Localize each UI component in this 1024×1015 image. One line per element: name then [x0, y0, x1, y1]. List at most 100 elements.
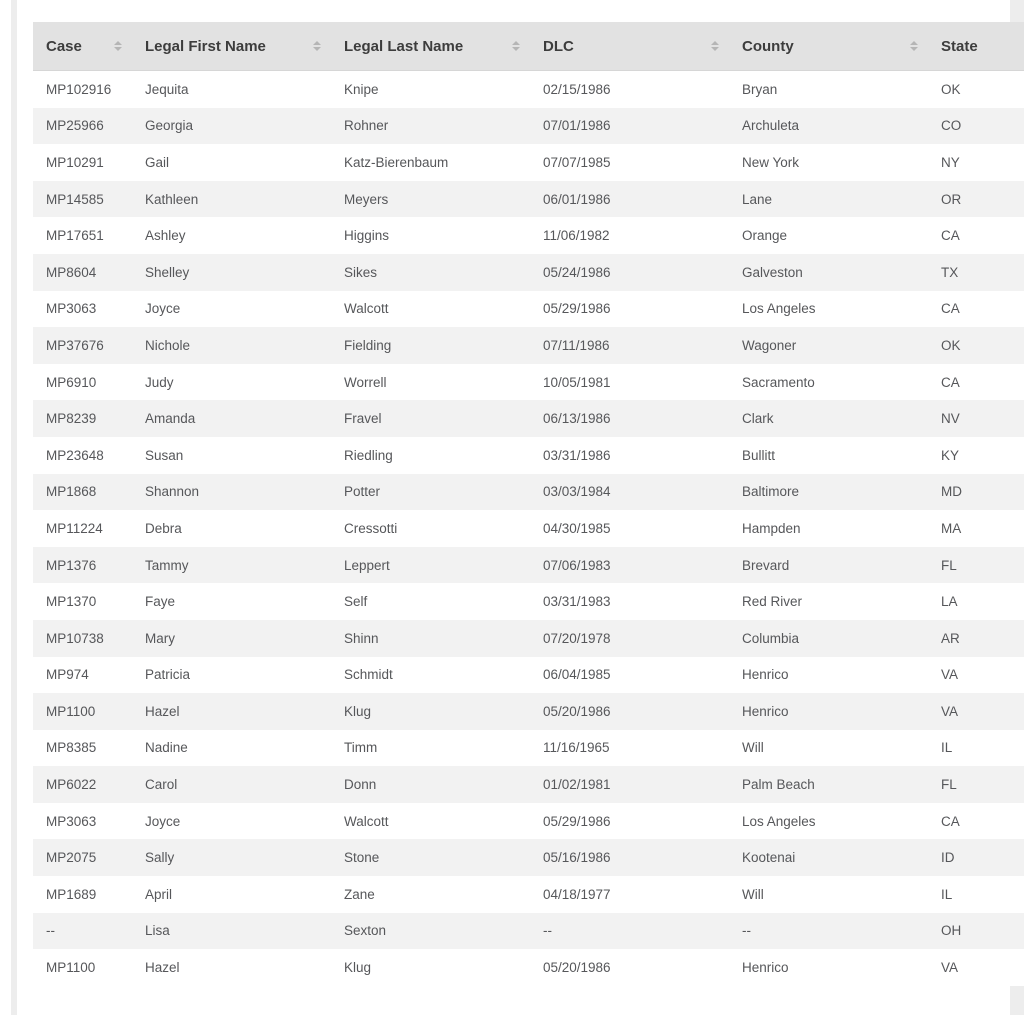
- cell-last: Stone: [331, 839, 530, 877]
- cell-last: Rohner: [331, 107, 530, 145]
- cell-last: Walcott: [331, 290, 530, 328]
- table-row[interactable]: MP23648 Susan Riedling 03/31/1986 Bullitt KY: [33, 436, 1024, 474]
- cell-state: CA: [928, 290, 1024, 328]
- cell-first: Hazel: [132, 949, 331, 986]
- cell-dlc: 02/15/1986: [530, 70, 729, 108]
- cell-last: Klug: [331, 693, 530, 730]
- cell-case: MP3063: [33, 802, 132, 840]
- cell-first: Ashley: [132, 217, 331, 254]
- table-row[interactable]: MP6910 Judy Worrell 10/05/1981 Sacramento CA: [33, 363, 1024, 401]
- table-row[interactable]: MP1100 Hazel Klug 05/20/1986 Henrico VA: [33, 693, 1024, 730]
- column-header-case[interactable]: Case: [33, 22, 132, 71]
- cell-dlc: 07/06/1983: [530, 546, 729, 584]
- cell-case: MP1100: [33, 693, 132, 730]
- table-row[interactable]: MP25966 Georgia Rohner 07/01/1986 Archuleta C…: [33, 107, 1024, 145]
- cell-state: IL: [928, 876, 1024, 913]
- cell-first: Faye: [132, 583, 331, 620]
- cell-first: Mary: [132, 619, 331, 657]
- column-label: DLC: [543, 37, 574, 55]
- table-header: Case Legal First Name Legal Last Name DLC Co…: [33, 22, 1024, 71]
- column-header-dlc[interactable]: DLC: [530, 22, 729, 71]
- cell-last: Leppert: [331, 546, 530, 584]
- cell-first: Shannon: [132, 473, 331, 511]
- cell-county: Archuleta: [729, 107, 928, 145]
- cell-last: Self: [331, 583, 530, 620]
- table-row[interactable]: MP1689 April Zane 04/18/1977 Will IL: [33, 876, 1024, 913]
- column-label: Case: [46, 37, 82, 55]
- table-row[interactable]: MP14585 Kathleen Meyers 06/01/1986 Lane OR: [33, 180, 1024, 218]
- cell-county: Wagoner: [729, 327, 928, 364]
- table-row[interactable]: MP3063 Joyce Walcott 05/29/1986 Los Angeles C…: [33, 802, 1024, 840]
- table-row[interactable]: MP2075 Sally Stone 05/16/1986 Kootenai ID: [33, 839, 1024, 877]
- table-row[interactable]: -- Lisa Sexton -- -- OH: [33, 912, 1024, 950]
- table-row[interactable]: MP10738 Mary Shinn 07/20/1978 Columbia AR: [33, 619, 1024, 657]
- cell-dlc: 05/29/1986: [530, 290, 729, 328]
- cell-case: MP23648: [33, 436, 132, 474]
- cell-dlc: 03/31/1986: [530, 436, 729, 474]
- cell-dlc: 05/29/1986: [530, 802, 729, 840]
- cell-dlc: 05/16/1986: [530, 839, 729, 877]
- cell-county: Clark: [729, 400, 928, 437]
- table-row[interactable]: MP3063 Joyce Walcott 05/29/1986 Los Angeles C…: [33, 290, 1024, 328]
- cell-state: MD: [928, 473, 1024, 511]
- cell-case: MP3063: [33, 290, 132, 328]
- column-header-first[interactable]: Legal First Name: [132, 22, 331, 71]
- table-row[interactable]: MP10291 Gail Katz-Bierenbaum 07/07/1985 New …: [33, 144, 1024, 181]
- cases-table: Case Legal First Name Legal Last Name DLC Co…: [33, 22, 1024, 986]
- table-row[interactable]: MP1868 Shannon Potter 03/03/1984 Baltimore MD: [33, 473, 1024, 511]
- cell-last: Knipe: [331, 70, 530, 108]
- table-row[interactable]: MP6022 Carol Donn 01/02/1981 Palm Beach FL: [33, 766, 1024, 803]
- column-label: County: [742, 37, 794, 55]
- cell-last: Meyers: [331, 180, 530, 218]
- cell-dlc: 01/02/1981: [530, 766, 729, 803]
- table-row[interactable]: MP1100 Hazel Klug 05/20/1986 Henrico VA: [33, 949, 1024, 986]
- table-row[interactable]: MP8239 Amanda Fravel 06/13/1986 Clark NV: [33, 400, 1024, 437]
- cell-case: MP37676: [33, 327, 132, 364]
- cell-county: Sacramento: [729, 363, 928, 401]
- cell-first: April: [132, 876, 331, 913]
- column-label: State: [941, 37, 978, 55]
- cell-dlc: 11/06/1982: [530, 217, 729, 254]
- cell-first: Amanda: [132, 400, 331, 437]
- cell-county: Henrico: [729, 656, 928, 694]
- cell-case: MP8385: [33, 729, 132, 767]
- table-row[interactable]: MP102916 Jequita Knipe 02/15/1986 Bryan OK: [33, 70, 1024, 108]
- table-row[interactable]: MP8604 Shelley Sikes 05/24/1986 Galveston TX: [33, 253, 1024, 291]
- cell-first: Sally: [132, 839, 331, 877]
- table-row[interactable]: MP17651 Ashley Higgins 11/06/1982 Orange CA: [33, 217, 1024, 254]
- cell-dlc: 04/30/1985: [530, 510, 729, 547]
- cell-case: MP6910: [33, 363, 132, 401]
- table-row[interactable]: MP1370 Faye Self 03/31/1983 Red River LA: [33, 583, 1024, 620]
- cell-last: Shinn: [331, 619, 530, 657]
- cell-case: MP2075: [33, 839, 132, 877]
- column-header-county[interactable]: County: [729, 22, 928, 71]
- cell-county: Galveston: [729, 253, 928, 291]
- cell-dlc: --: [530, 912, 729, 950]
- cell-state: OK: [928, 327, 1024, 364]
- cell-state: CO: [928, 107, 1024, 145]
- column-header-state[interactable]: State: [928, 22, 1024, 71]
- cell-case: MP1370: [33, 583, 132, 620]
- left-page-edge: [11, 0, 17, 1015]
- cell-dlc: 07/01/1986: [530, 107, 729, 145]
- table-row[interactable]: MP1376 Tammy Leppert 07/06/1983 Brevard FL: [33, 546, 1024, 584]
- cell-last: Sexton: [331, 912, 530, 950]
- table-row[interactable]: MP37676 Nichole Fielding 07/11/1986 Wagoner O…: [33, 327, 1024, 364]
- table-row[interactable]: MP11224 Debra Cressotti 04/30/1985 Hampden MA: [33, 510, 1024, 547]
- cell-state: ID: [928, 839, 1024, 877]
- cell-case: MP8239: [33, 400, 132, 437]
- column-header-last[interactable]: Legal Last Name: [331, 22, 530, 71]
- cell-case: --: [33, 912, 132, 950]
- cell-state: CA: [928, 217, 1024, 254]
- cell-first: Lisa: [132, 912, 331, 950]
- cell-case: MP17651: [33, 217, 132, 254]
- cell-dlc: 06/13/1986: [530, 400, 729, 437]
- table-row[interactable]: MP974 Patricia Schmidt 06/04/1985 Henrico VA: [33, 656, 1024, 694]
- cell-last: Cressotti: [331, 510, 530, 547]
- cell-state: OR: [928, 180, 1024, 218]
- cell-first: Joyce: [132, 802, 331, 840]
- cell-state: OH: [928, 912, 1024, 950]
- cell-first: Judy: [132, 363, 331, 401]
- table-row[interactable]: MP8385 Nadine Timm 11/16/1965 Will IL: [33, 729, 1024, 767]
